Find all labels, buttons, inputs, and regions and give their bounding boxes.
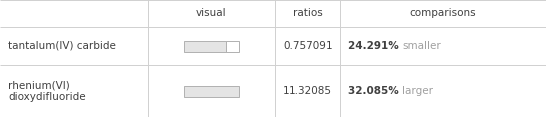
Text: 0.75709: 0.75709 [283,41,326,51]
Text: smaller: smaller [402,41,441,51]
Text: comparisons: comparisons [410,9,476,18]
Bar [184,40,225,51]
Bar [225,40,239,51]
Text: 1: 1 [283,86,289,96]
Text: 1.32085: 1.32085 [289,86,332,96]
Text: 32.085%: 32.085% [348,86,402,96]
Text: rhenium(VI)
dioxydifluoride: rhenium(VI) dioxydifluoride [8,80,86,102]
Text: 1: 1 [325,41,332,51]
Text: visual: visual [196,9,227,18]
Bar [184,86,239,97]
Text: ratios: ratios [293,9,322,18]
Text: 24.291%: 24.291% [348,41,402,51]
Text: tantalum(IV) carbide: tantalum(IV) carbide [8,41,116,51]
Text: larger: larger [402,86,434,96]
